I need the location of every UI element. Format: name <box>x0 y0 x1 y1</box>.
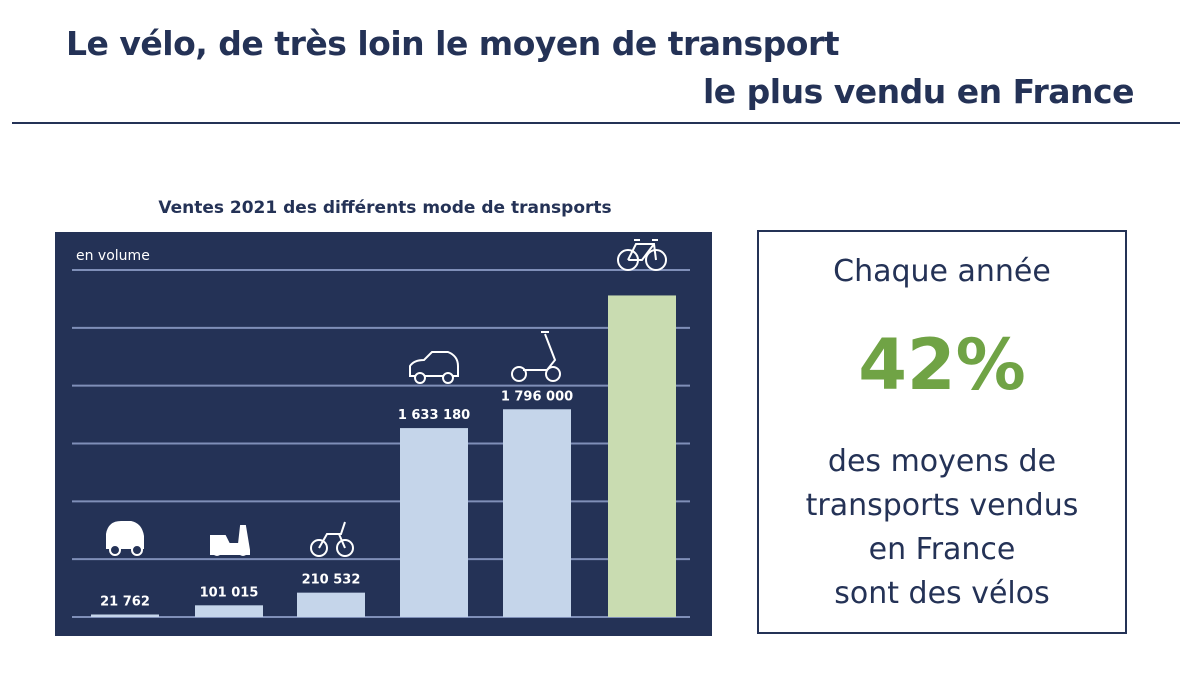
callout-line-5: sont des vélos <box>834 576 1050 611</box>
bar-chart: en volume 21 762 101 015 210 532 1 633 180 1 … <box>72 239 690 618</box>
data-label: 210 532 <box>302 573 361 588</box>
callout-text: des moyens de transports vendus en Franc… <box>759 440 1125 616</box>
data-label: 101 015 <box>200 585 259 600</box>
motorcycle-icon <box>310 521 354 557</box>
kick-scooter-icon <box>511 331 561 382</box>
scooter-icon <box>210 525 250 556</box>
bar-4 <box>503 409 571 617</box>
data-label: 21 762 <box>100 594 150 609</box>
title-line-2: le plus vendu en France <box>702 72 1135 111</box>
data-label: 1 796 000 <box>501 389 573 404</box>
chart-panel: en volume 21 762 101 015 210 532 1 633 180 1 … <box>55 232 712 636</box>
bar-3 <box>400 428 468 617</box>
callout-line-2: des moyens de <box>827 444 1057 479</box>
data-label: 1 633 180 <box>398 408 470 423</box>
callout-percent: 42% <box>858 324 1026 406</box>
bar-5 <box>608 295 676 617</box>
bar-0 <box>91 614 159 617</box>
callout-line-3: transports vendus <box>805 488 1079 523</box>
callout-box: Chaque année 42% des moyens de transport… <box>757 230 1127 634</box>
title-divider <box>12 122 1180 124</box>
bar-1 <box>195 605 263 617</box>
y-axis-label: en volume <box>76 248 150 264</box>
chart-title: Ventes 2021 des différents mode de trans… <box>158 198 612 218</box>
title-line-1: Le vélo, de très loin le moyen de transp… <box>66 24 840 63</box>
microcar-icon <box>106 521 144 556</box>
bicycle-icon <box>617 239 667 271</box>
callout-line-4: en France <box>868 532 1016 567</box>
car-icon <box>409 351 459 384</box>
callout-line-1: Chaque année <box>833 254 1051 289</box>
bar-2 <box>297 592 365 617</box>
